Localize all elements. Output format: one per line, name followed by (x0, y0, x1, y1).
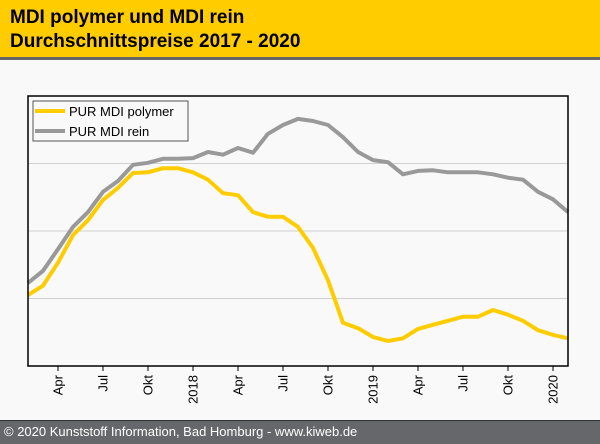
chart-area: Apr Jul Okt 2018 Apr Jul Okt 2019 Apr Jul Okt 2020 … (0, 60, 600, 420)
series-line-rein (26, 116, 570, 285)
copyright-text: © 2020 Kunststoff Information, Bad Hombu… (4, 424, 358, 439)
line-chart: Apr Jul Okt 2018 Apr Jul Okt 2019 Apr Jul Okt 2020 … (26, 95, 570, 404)
legend: PUR MDI polymer PUR MDI rein (32, 100, 189, 142)
x-tick-label: 2018 (186, 375, 201, 404)
x-tick-label: Okt (321, 375, 336, 396)
x-tick-label: Jul (276, 375, 291, 392)
x-tick-label: 2020 (546, 375, 561, 404)
footer: © 2020 Kunststoff Information, Bad Hombu… (0, 420, 600, 444)
legend-label-polymer: PUR MDI polymer (69, 104, 174, 119)
x-tick-label: 2019 (366, 375, 381, 404)
legend-box (32, 100, 189, 142)
series-line-polymer (26, 166, 569, 343)
legend-label-rein: PUR MDI rein (69, 124, 149, 139)
x-tick-label: Apr (231, 374, 246, 395)
chart-header: MDI polymer und MDI rein Durchschnittspr… (0, 0, 600, 60)
x-tick-label: Apr (411, 374, 426, 395)
x-tick-label: Okt (501, 375, 516, 396)
x-tick-label: Apr (51, 374, 66, 395)
gridlines (28, 163, 568, 299)
x-tick-label: Jul (96, 375, 111, 392)
x-axis: Apr Jul Okt 2018 Apr Jul Okt 2019 Apr Jul Okt 2020 (51, 366, 561, 404)
chart-title-line2: Durchschnittspreise 2017 - 2020 (10, 31, 301, 52)
plot-frame (27, 95, 569, 367)
chart-title-line1: MDI polymer und MDI rein (10, 7, 245, 28)
series-lines (26, 116, 570, 343)
x-tick-label: Okt (141, 375, 156, 396)
x-tick-label: Jul (456, 375, 471, 392)
